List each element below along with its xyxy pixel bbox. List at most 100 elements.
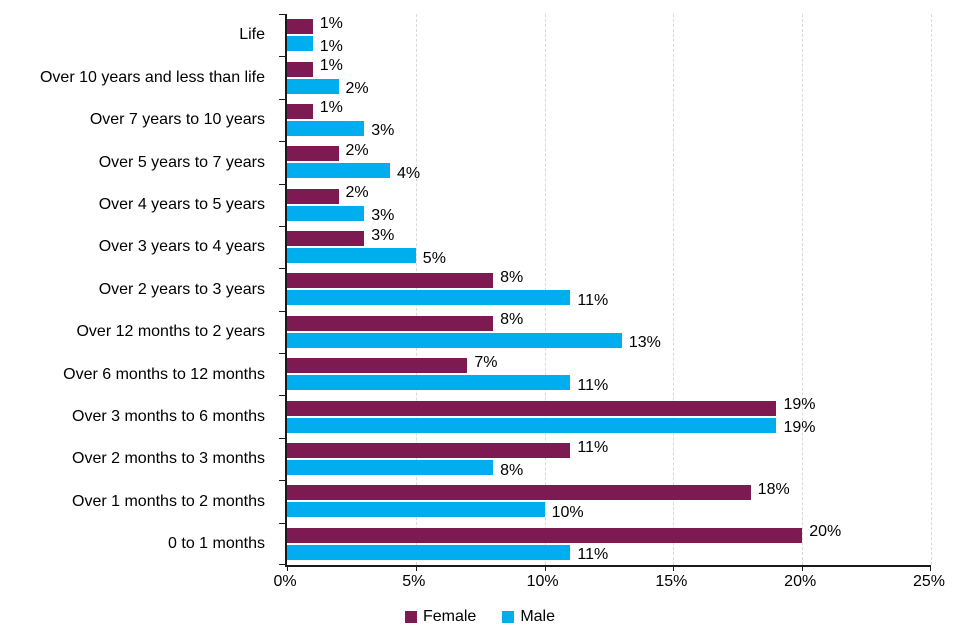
category-label: 0 to 1 months <box>168 535 265 553</box>
bar-value-label: 18% <box>757 480 790 498</box>
bar-group: 2% 3% <box>287 184 931 226</box>
plot-area: 1% 1% 1% 2% 1% 3% 2% 4% 2% 3% 3% 5% 8% 11% 8% 13% 7% 11% 1… <box>279 14 932 571</box>
bar-value-label: 2% <box>345 141 369 159</box>
bar-female: 1% <box>287 57 343 77</box>
category-label: Over 4 years to 5 years <box>98 195 265 213</box>
gridline <box>544 14 546 565</box>
bar-value-label: 4% <box>397 164 421 182</box>
x-tick-label: 10% <box>526 573 559 590</box>
bar-group: 1% 3% <box>287 99 931 141</box>
bar-value-label: 11% <box>577 438 609 456</box>
bar-value-label: 3% <box>371 226 395 244</box>
bar-female: 1% <box>287 99 343 119</box>
bar-value-label: 19% <box>783 395 816 413</box>
bar-male: 11% <box>287 290 608 309</box>
bar-value-label: 1% <box>319 14 343 32</box>
x-axis-tick <box>287 565 288 571</box>
legend-swatch-male <box>502 611 515 623</box>
x-tick-label: 20% <box>784 573 817 590</box>
bar-value-label: 3% <box>371 122 395 140</box>
bar-male: 11% <box>287 544 608 563</box>
category-label: Over 2 years to 3 years <box>98 280 265 298</box>
bar-male: 10% <box>287 502 584 521</box>
gridline <box>415 14 417 565</box>
category-label: Over 6 months to 12 months <box>63 365 265 383</box>
bar-male: 4% <box>287 163 420 182</box>
bar-male: 1% <box>287 36 343 55</box>
bar-group: 1% 1% <box>287 14 931 56</box>
category-label: Over 10 years and less than life <box>39 68 265 86</box>
y-axis-tick <box>279 225 285 227</box>
bar-male: 19% <box>287 417 815 436</box>
category-label: Over 7 years to 10 years <box>89 111 265 129</box>
bar-group: 3% 5% <box>287 226 931 268</box>
gridline <box>802 14 804 565</box>
bar-female: 8% <box>287 269 523 289</box>
x-tick-label: 15% <box>655 573 688 590</box>
bar-value-label: 10% <box>551 503 584 521</box>
y-axis-tick <box>279 480 285 482</box>
bar-value-label: 8% <box>500 311 524 329</box>
y-axis-tick <box>279 56 285 58</box>
bar-male: 13% <box>287 332 661 351</box>
category-label: Over 12 months to 2 years <box>76 323 265 341</box>
bar-value-label: 11% <box>577 291 609 309</box>
bar-group: 11% 8% <box>287 438 931 480</box>
bar-male: 5% <box>287 248 446 266</box>
bar-value-label: 20% <box>809 523 842 541</box>
x-axis-tick <box>415 565 417 571</box>
bar-female: 2% <box>287 184 369 204</box>
bar-group: 2% 4% <box>287 141 931 183</box>
bar-value-label: 13% <box>628 334 661 352</box>
bar-male: 2% <box>287 78 369 97</box>
y-axis-tick <box>279 353 285 355</box>
bar-female: 7% <box>287 354 497 374</box>
legend: Female Male <box>0 604 960 630</box>
x-axis-tick <box>673 565 675 571</box>
bar-female: 18% <box>287 481 790 501</box>
bar-female: 1% <box>287 14 343 35</box>
y-axis-tick <box>279 522 285 524</box>
legend-swatch-female <box>404 611 417 623</box>
bar-value-label: 8% <box>500 268 524 286</box>
gridline <box>673 14 675 565</box>
bar-group: 8% 13% <box>287 311 931 353</box>
x-axis-labels: 0% 5% 10% 15% 20% 25% <box>273 573 945 593</box>
bar-group: 1% 2% <box>287 56 931 98</box>
gridline <box>931 14 932 565</box>
bar-female: 19% <box>287 396 815 416</box>
bar-value-label: 2% <box>345 183 369 201</box>
category-axis: Life Over 10 years and less than life Over… <box>0 14 275 565</box>
bar-male: 3% <box>287 120 394 139</box>
bar-female: 2% <box>287 142 369 162</box>
x-axis-tick <box>802 565 804 571</box>
bar-male: 3% <box>287 205 394 224</box>
x-tick-label: 0% <box>273 573 297 590</box>
bar-value-label: 3% <box>371 207 395 225</box>
bar-value-label: 1% <box>319 99 343 117</box>
y-axis-tick <box>279 395 285 397</box>
bar-value-label: 11% <box>577 546 609 564</box>
bar-value-label: 2% <box>345 79 369 97</box>
x-axis-tick <box>930 565 931 571</box>
y-axis-tick <box>279 14 285 15</box>
bar-male: 11% <box>287 375 608 394</box>
y-axis-tick <box>279 437 285 439</box>
bar-value-label: 1% <box>319 56 343 74</box>
bar-female: 3% <box>287 226 394 247</box>
y-axis-tick <box>279 98 285 100</box>
bar-value-label: 8% <box>500 461 524 479</box>
bar-female: 20% <box>287 523 841 543</box>
bar-male: 8% <box>287 460 523 478</box>
category-label: Life <box>239 26 265 44</box>
category-label: Over 2 months to 3 months <box>72 450 265 468</box>
bar-group: 7% 11% <box>287 353 931 395</box>
y-axis-tick <box>279 310 285 312</box>
category-label: Over 5 years to 7 years <box>98 153 265 171</box>
x-tick-label: 25% <box>912 573 946 590</box>
bar-value-label: 11% <box>577 376 609 394</box>
bar-value-label: 5% <box>422 249 446 267</box>
category-label: Over 1 months to 2 months <box>72 492 265 510</box>
y-axis-tick <box>279 141 285 143</box>
